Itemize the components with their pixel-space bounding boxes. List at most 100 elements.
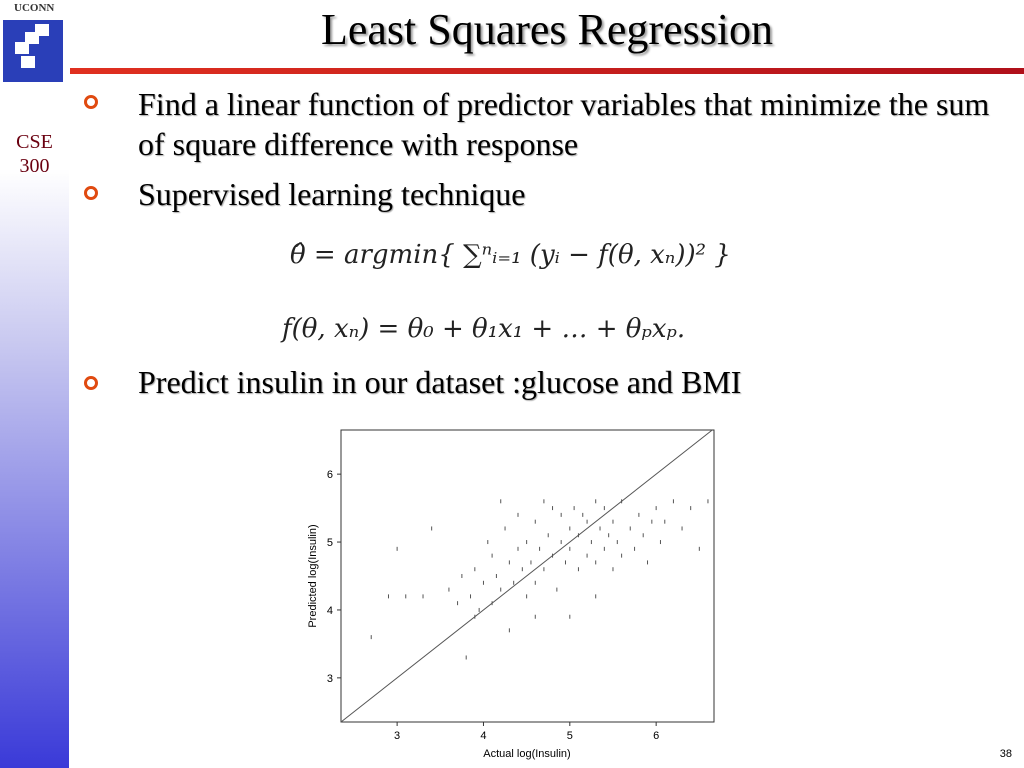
point [655, 506, 657, 511]
point [504, 526, 506, 531]
point [517, 512, 519, 517]
x-tick-label: 5 [567, 730, 573, 742]
y-tick-label: 3 [327, 673, 333, 685]
point [595, 560, 597, 565]
point [491, 601, 493, 606]
point [387, 594, 389, 599]
point [707, 499, 709, 504]
point [603, 546, 605, 551]
title: Least Squares Regression [320, 5, 774, 54]
sidebar: UCONN CSE 300 [0, 0, 69, 768]
point [651, 519, 653, 524]
y-tick-label: 6 [327, 469, 333, 481]
point [491, 553, 493, 558]
point [621, 499, 623, 504]
bullet: Predict insulin in our dataset :glucose … [138, 364, 742, 400]
point [629, 526, 631, 531]
point [470, 594, 472, 599]
point [659, 540, 661, 545]
point [521, 567, 523, 572]
point [577, 567, 579, 572]
point [595, 499, 597, 504]
point [608, 533, 610, 538]
point [461, 574, 463, 578]
point [556, 587, 558, 592]
point [552, 553, 554, 558]
chart: Actual log(Insulin) Predicted log(Insuli… [307, 429, 715, 760]
point [530, 560, 532, 565]
formula: θ̂ = argmin{ ∑ⁿᵢ₌₁ (yᵢ − f(θ, xₙ))² } [290, 240, 731, 270]
point [595, 594, 597, 599]
point [638, 512, 640, 517]
point [672, 499, 674, 504]
point [560, 540, 562, 545]
point [474, 567, 476, 572]
point [664, 519, 666, 524]
point [603, 506, 605, 511]
point [517, 546, 519, 551]
point [474, 614, 476, 619]
point [370, 635, 372, 640]
bullet-icon [84, 376, 98, 390]
x-tick-label: 3 [394, 730, 400, 742]
identity-line [340, 429, 713, 723]
point [569, 614, 571, 619]
point [405, 594, 407, 599]
point [573, 506, 575, 511]
point [534, 519, 536, 524]
point [590, 540, 592, 545]
point [564, 560, 566, 565]
logo-text: UCONN [14, 2, 55, 14]
point [552, 506, 554, 511]
point [495, 574, 497, 578]
bullet-icon [84, 186, 98, 200]
point [465, 655, 467, 660]
point [586, 553, 588, 558]
point [513, 580, 515, 585]
point [599, 526, 601, 531]
bullet: Find a linear function of predictor vari… [138, 86, 990, 162]
logo-icon [15, 24, 49, 68]
point [500, 587, 502, 592]
y-axis-label: Predicted log(Insulin) [307, 524, 319, 627]
point [526, 594, 528, 599]
bullet-icon [84, 95, 98, 109]
point [500, 499, 502, 504]
formula: f(θ, xₙ) = θ₀ + θ₁x₁ + … + θₚxₚ. [282, 314, 686, 344]
x-tick-label: 4 [480, 730, 486, 742]
point [422, 594, 424, 599]
point [478, 607, 480, 612]
point [457, 601, 459, 606]
point [547, 533, 549, 538]
point [539, 546, 541, 551]
page-number: 38 [999, 748, 1012, 760]
point [586, 519, 588, 524]
course-number: 300 [19, 155, 50, 177]
point [396, 546, 398, 551]
bullet: Supervised learning technique [138, 176, 526, 212]
point [482, 580, 484, 585]
y-tick-label: 4 [327, 605, 333, 617]
y-tick-label: 5 [327, 537, 333, 549]
point [577, 533, 579, 538]
point [543, 567, 545, 572]
point [621, 553, 623, 558]
logo [3, 20, 63, 82]
course-label: CSE 300 [0, 130, 69, 178]
point [448, 587, 450, 592]
x-axis-label: Actual log(Insulin) [483, 748, 570, 760]
point [612, 567, 614, 572]
point [526, 540, 528, 545]
point [560, 512, 562, 517]
point [487, 540, 489, 545]
x-tick-label: 6 [653, 730, 659, 742]
point [569, 546, 571, 551]
point [690, 506, 692, 511]
point [634, 546, 636, 551]
point [534, 580, 536, 585]
point [543, 499, 545, 504]
course: CSE [16, 131, 53, 153]
point [616, 540, 618, 545]
point [681, 526, 683, 531]
